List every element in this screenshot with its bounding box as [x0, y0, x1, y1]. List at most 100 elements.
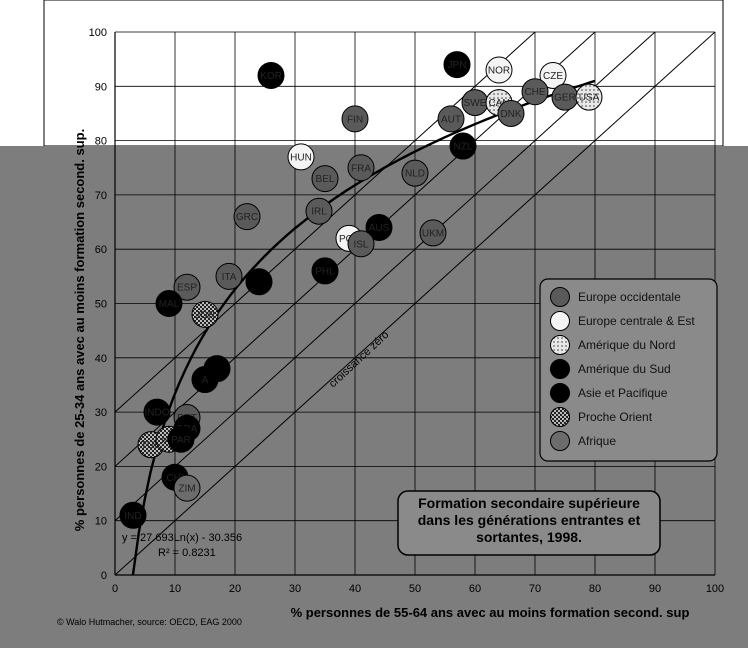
data-point: UKM: [419, 219, 447, 247]
credit-text: © Walo Hutmacher, source: OECD, EAG 2000: [57, 617, 242, 627]
data-point-label: ZIM: [178, 484, 195, 495]
legend-item: Afrique: [550, 431, 616, 451]
legend-marker: [550, 383, 570, 403]
data-point: KOR: [257, 61, 285, 89]
data-point: INDO: [143, 398, 171, 426]
data-point: [245, 268, 273, 296]
y-tick-label: 40: [95, 353, 107, 365]
legend-item: Europe centrale & Est: [550, 311, 695, 331]
data-point-marker: [341, 105, 369, 133]
y-tick-label: 50: [95, 299, 107, 311]
data-point-marker: [119, 501, 147, 529]
legend-marker: [550, 311, 570, 331]
data-point-label: ISL: [353, 239, 368, 250]
data-point-label: NLD: [405, 169, 425, 180]
data-point-marker: [347, 154, 375, 182]
data-point-label: ESP: [177, 283, 197, 294]
legend-marker: [550, 359, 570, 379]
data-point: CZE: [539, 61, 567, 89]
x-tick-label: 90: [649, 583, 661, 595]
data-point: SWE: [461, 89, 489, 117]
y-tick-label: 80: [95, 136, 107, 148]
x-tick-label: 10: [169, 583, 181, 595]
y-tick-label: 90: [95, 81, 107, 93]
x-tick-label: 80: [589, 583, 601, 595]
diagonal-line: [115, 32, 715, 575]
legend-label: Europe centrale & Est: [578, 314, 695, 328]
data-point-label: BEL: [316, 174, 335, 185]
trend-r2: R² = 0.8231: [158, 547, 216, 559]
legend-item: Amérique du Nord: [550, 335, 675, 355]
data-point: ITA: [215, 262, 243, 290]
legend-item: Europe occidentale: [550, 287, 681, 307]
data-point-label: IND: [124, 511, 141, 522]
data-point-marker: [305, 197, 333, 225]
data-point-label: NOR: [488, 66, 510, 77]
y-tick-label: 10: [95, 516, 107, 528]
diagonal-line: [115, 32, 656, 522]
data-point-marker: [155, 290, 183, 317]
data-point-label: USA: [579, 93, 600, 104]
data-point: NLD: [401, 159, 429, 187]
legend-item: Proche Orient: [550, 407, 653, 427]
data-point-label: MAL: [159, 299, 180, 310]
data-point-label: NZL: [454, 142, 473, 153]
data-point-label: AUT: [441, 114, 461, 125]
data-point-label: GRC: [236, 212, 258, 223]
data-point-marker: [257, 61, 285, 89]
data-point: [203, 355, 231, 383]
data-point: AUS: [365, 213, 393, 241]
data-point: JOR: [191, 300, 219, 328]
y-tick-label: 70: [95, 190, 107, 202]
data-point: FRA: [347, 154, 375, 182]
y-tick-label: 60: [95, 244, 107, 256]
data-point: NOR: [485, 56, 513, 84]
data-point-marker: [245, 268, 273, 296]
trend-equation: y = 27.693Ln(x) - 30.356: [122, 532, 242, 544]
data-point-label: TUR: [141, 440, 162, 451]
legend-marker: [550, 335, 570, 355]
data-point: PHL: [311, 257, 339, 285]
data-point-marker: [167, 425, 195, 453]
data-point-label: AUS: [369, 223, 390, 234]
data-point: BEL: [311, 165, 339, 193]
data-point-label: DNK: [500, 109, 521, 120]
legend-label: Europe occidentale: [578, 290, 681, 304]
data-point-marker: [497, 99, 525, 127]
data-point-marker: [203, 355, 231, 383]
data-point-marker: [449, 132, 477, 160]
data-point-label: PHL: [315, 266, 335, 277]
legend-item: Amérique du Sud: [550, 359, 671, 379]
legend-label: Amérique du Nord: [578, 338, 675, 352]
data-point: PAR: [167, 425, 195, 453]
x-tick-label: 100: [706, 583, 724, 595]
data-point-marker: [347, 230, 375, 258]
x-tick-label: 0: [112, 583, 118, 595]
data-point-label: CAN: [488, 98, 509, 109]
data-point-marker: [485, 56, 513, 84]
y-axis-title: % personnes de 25-34 ans avec au moins f…: [72, 129, 87, 531]
data-point: USA: [575, 83, 603, 111]
data-point: NZL: [449, 132, 477, 160]
legend-marker: [550, 407, 570, 427]
legend-label: Asie et Pacifique: [578, 386, 668, 400]
data-point-label: KOR: [260, 71, 282, 82]
legend: Europe occidentale Europe centrale & Est A…: [539, 278, 718, 462]
data-point: FIN: [341, 105, 369, 133]
data-point: AUT: [437, 105, 465, 133]
legend-marker: [550, 431, 570, 451]
data-point-marker: [173, 474, 201, 502]
data-point-label: A: [202, 375, 209, 386]
chart-title: Formation secondaire supérieure dans les …: [418, 495, 641, 545]
data-point-label: CHI: [166, 473, 183, 484]
data-point-marker: [401, 159, 429, 187]
data-point: ESP: [173, 273, 201, 301]
axes: 0 10 20 30 40 50 60 70 80 90 100 0 10 20 30 40 50 60 70 80 9…: [89, 27, 725, 595]
data-point-marker: [443, 51, 471, 79]
data-point: ISL: [347, 230, 375, 258]
y-tick-label: 30: [95, 407, 107, 419]
legend-label: Amérique du Sud: [578, 362, 671, 376]
data-point-label: ITA: [222, 272, 237, 283]
data-point: ZIM: [173, 474, 201, 502]
data-point-marker: [539, 61, 567, 89]
